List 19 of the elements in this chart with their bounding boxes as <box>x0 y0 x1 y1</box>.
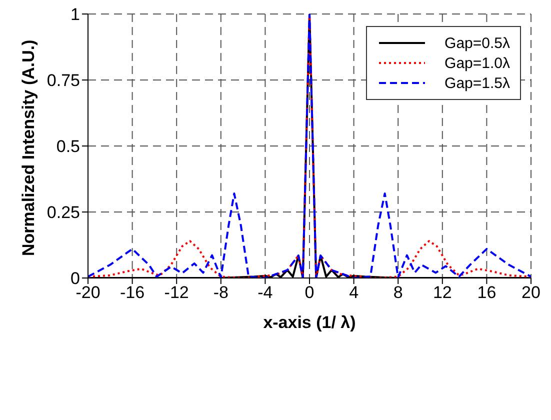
y-tick-label: 1 <box>70 5 80 24</box>
x-tick-label: 20 <box>522 283 540 302</box>
y-tick-label: 0.25 <box>46 203 80 222</box>
y-axis-title: Normalized Intensity (A.U.) <box>19 40 38 256</box>
x-tick-label: -16 <box>120 283 145 302</box>
x-tick-label: 0 <box>304 283 314 302</box>
x-tick-label: 8 <box>393 283 403 302</box>
legend-label: Gap=1.5λ <box>444 74 510 92</box>
legend-label: Gap=1.0λ <box>444 54 510 72</box>
x-tick-label: -4 <box>258 283 273 302</box>
y-tick-label: 0.5 <box>56 137 80 156</box>
x-tick-label: -8 <box>213 283 228 302</box>
x-tick-label: 12 <box>432 283 452 302</box>
x-tick-label: 4 <box>349 283 359 302</box>
y-tick-label: 0.75 <box>46 71 80 90</box>
legend-label: Gap=0.5λ <box>444 34 510 52</box>
x-tick-label: 16 <box>477 283 496 302</box>
x-axis-title: x-axis (1/ λ) <box>263 313 356 332</box>
x-tick-label: -12 <box>164 283 189 302</box>
